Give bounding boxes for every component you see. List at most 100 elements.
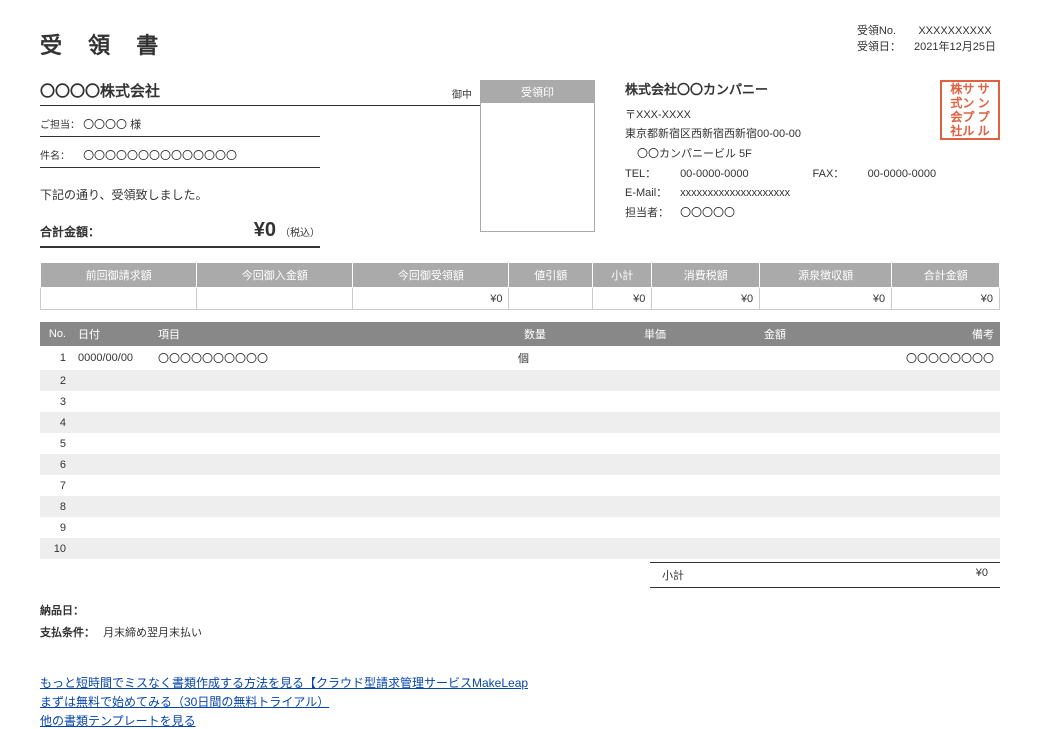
cell-no: 7 (40, 475, 72, 496)
cell-no: 2 (40, 370, 72, 391)
cell-note (792, 454, 1000, 475)
cell-qty (432, 346, 512, 370)
cell-no: 10 (40, 538, 72, 559)
cell-note (792, 370, 1000, 391)
fax-label: FAX： (813, 166, 865, 184)
table-row: 7 (40, 475, 1000, 496)
total-row: 合計金額： ¥0 （税込） (40, 219, 320, 248)
cell-unit (512, 496, 552, 517)
cell-name (152, 454, 432, 475)
col-qty: 数量 (432, 322, 552, 346)
contact-value: 〇〇〇〇 様 (83, 119, 141, 131)
cell-amt (672, 496, 792, 517)
cell-date (72, 496, 152, 517)
cell-no: 3 (40, 391, 72, 412)
fax-value: 00-0000-0000 (868, 168, 937, 180)
summary-val-6: ¥0 (760, 288, 892, 310)
table-row: 10000/00/00〇〇〇〇〇〇〇〇〇〇個〇〇〇〇〇〇〇〇 (40, 346, 1000, 370)
doc-meta: 受領No. XXXXXXXXXX 受領日： 2021年12月25日 (857, 22, 1000, 54)
cell-name (152, 412, 432, 433)
promo-links: もっと短時間でミスなく書類作成する方法を見る【クラウド型請求管理サービスMake… (40, 674, 1000, 729)
summary-val-3 (509, 288, 593, 310)
summary-col-6: 源泉徴収額 (760, 263, 892, 288)
client-name-row: 〇〇〇〇株式会社 御中 (40, 80, 480, 106)
summary-val-0 (41, 288, 197, 310)
person-value: 〇〇〇〇〇 (680, 207, 735, 219)
cell-note (792, 517, 1000, 538)
promo-link-3[interactable]: 他の書類テンプレートを見る (40, 712, 1000, 729)
stamp-header: 受領印 (481, 81, 594, 103)
cell-name (152, 391, 432, 412)
promo-link-1[interactable]: もっと短時間でミスなく書類作成する方法を見る【クラウド型請求管理サービスMake… (40, 674, 1000, 691)
cell-no: 9 (40, 517, 72, 538)
cell-date: 0000/00/00 (72, 346, 152, 370)
table-row: 4 (40, 412, 1000, 433)
summary-col-5: 消費税額 (652, 263, 760, 288)
cell-note (792, 538, 1000, 559)
summary-col-2: 今回御受領額 (353, 263, 509, 288)
cell-name (152, 433, 432, 454)
cell-name: 〇〇〇〇〇〇〇〇〇〇 (152, 346, 432, 370)
doc-date-value: 2021年12月25日 (910, 38, 1000, 54)
cell-amt (672, 433, 792, 454)
cell-price (552, 496, 672, 517)
cell-unit (512, 517, 552, 538)
cell-no: 1 (40, 346, 72, 370)
summary-col-0: 前回御請求額 (41, 263, 197, 288)
cell-qty (432, 370, 512, 391)
cell-no: 4 (40, 412, 72, 433)
cell-qty (432, 517, 512, 538)
cell-note (792, 496, 1000, 517)
summary-col-1: 今回御入金額 (197, 263, 353, 288)
cell-amt (672, 454, 792, 475)
cell-date (72, 517, 152, 538)
col-name: 項目 (152, 322, 432, 346)
cell-unit (512, 391, 552, 412)
cell-price (552, 517, 672, 538)
cell-amt (672, 346, 792, 370)
cell-qty (432, 454, 512, 475)
col-no: No. (40, 322, 72, 346)
table-row: 3 (40, 391, 1000, 412)
promo-link-2[interactable]: まずは無料で始めてみる（30日間の無料トライアル） (40, 693, 1000, 710)
cell-note (792, 475, 1000, 496)
cell-unit (512, 370, 552, 391)
col-note: 備考 (792, 322, 1000, 346)
cell-qty (432, 538, 512, 559)
company-address2: 〇〇カンパニービル 5F (625, 146, 1000, 164)
cell-note (792, 433, 1000, 454)
table-row: 6 (40, 454, 1000, 475)
cell-amt (672, 538, 792, 559)
table-row: 9 (40, 517, 1000, 538)
cell-note (792, 391, 1000, 412)
table-row: 2 (40, 370, 1000, 391)
terms-value: 月末締め翌月末払い (103, 627, 202, 639)
cell-amt (672, 475, 792, 496)
summary-val-2: ¥0 (353, 288, 509, 310)
cell-date (72, 538, 152, 559)
summary-col-4: 小計 (593, 263, 652, 288)
cell-price (552, 538, 672, 559)
cell-note: 〇〇〇〇〇〇〇〇 (792, 346, 1000, 370)
cell-unit (512, 475, 552, 496)
doc-no-label: 受領No. (857, 22, 907, 38)
email-label: E-Mail： (625, 185, 677, 203)
table-row: 5 (40, 433, 1000, 454)
cell-price (552, 412, 672, 433)
title-row: 件名： 〇〇〇〇〇〇〇〇〇〇〇〇〇〇 (40, 143, 320, 168)
cell-amt (672, 391, 792, 412)
cell-amt (672, 517, 792, 538)
cell-amt (672, 370, 792, 391)
subtotal-value: ¥0 (976, 567, 988, 583)
cell-date (72, 433, 152, 454)
total-label: 合計金額： (40, 223, 130, 240)
table-row: 8 (40, 496, 1000, 517)
stamp-area: 受領印 (480, 80, 595, 232)
tel-label: TEL： (625, 166, 677, 184)
cell-qty (432, 475, 512, 496)
cell-unit (512, 454, 552, 475)
summary-table: 前回御請求額今回御入金額今回御受領額値引額小計消費税額源泉徴収額合計金額 ¥0¥… (40, 262, 1000, 310)
cell-name (152, 517, 432, 538)
cell-price (552, 370, 672, 391)
cell-price (552, 391, 672, 412)
